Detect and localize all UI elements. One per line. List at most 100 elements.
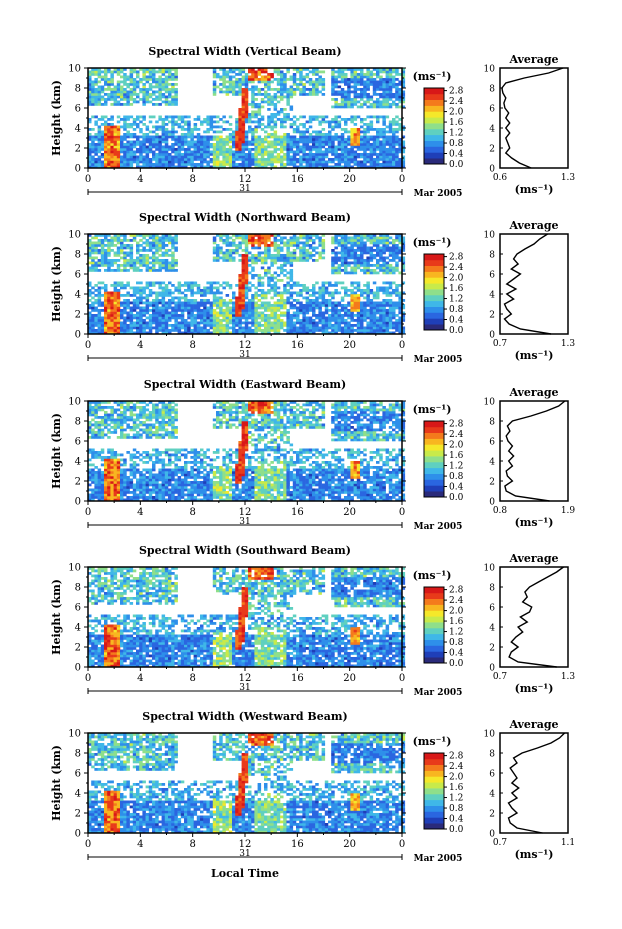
date-label: Mar 2005 xyxy=(414,854,463,864)
colorbar-swatch xyxy=(424,610,444,617)
x-tick-label: 4 xyxy=(137,507,143,518)
x-tick-label: 4 xyxy=(137,174,143,185)
colorbar-swatch xyxy=(424,146,444,153)
profile-frame xyxy=(499,732,569,834)
profile-y-tick-label: 4 xyxy=(489,125,495,135)
x-tick-label: 0 xyxy=(85,174,91,185)
colorbar-tick-label: 2.8 xyxy=(449,253,464,263)
colorbar-swatch xyxy=(424,633,444,640)
colorbar-unit: (ms⁻¹) xyxy=(413,569,452,582)
colorbar-swatch xyxy=(424,300,444,307)
profile-y-tick-label: 0 xyxy=(489,830,495,840)
colorbar-tick-label: 1.6 xyxy=(449,783,464,793)
x-tick-label: 4 xyxy=(137,673,143,684)
date-label: Mar 2005 xyxy=(414,688,463,698)
colorbar-swatch xyxy=(424,473,444,480)
colorbar-swatch xyxy=(424,764,444,771)
colorbar-swatch xyxy=(424,645,444,652)
colorbar-swatch xyxy=(424,265,444,272)
profile-x-tick-label: 1.1 xyxy=(561,838,575,848)
profile-x-tick-label: 0.7 xyxy=(493,339,508,349)
colorbar-frame xyxy=(423,87,445,165)
x-tick-label: 20 xyxy=(343,673,356,684)
x-tick-label: 12 xyxy=(239,839,252,850)
x-tick-label: 20 xyxy=(343,839,356,850)
profile-x-label: (ms⁻¹) xyxy=(515,682,554,695)
colorbar-swatch xyxy=(424,823,444,830)
y-tick-label: 8 xyxy=(75,583,81,594)
heatmap-cells xyxy=(88,401,406,502)
y-tick-label: 10 xyxy=(68,230,81,241)
colorbar-tick-label: 2.8 xyxy=(449,420,464,430)
panel-title: Spectral Width (Northward Beam) xyxy=(139,211,351,224)
colorbar-tick-label: 2.4 xyxy=(449,97,464,107)
profile-y-tick-label: 0 xyxy=(489,331,495,341)
colorbar-swatch xyxy=(424,805,444,812)
colorbar-tick-label: 0.4 xyxy=(449,483,464,493)
y-tick-label: 0 xyxy=(75,330,81,341)
colorbar-tick-label: 1.2 xyxy=(449,295,463,305)
colorbar-swatch xyxy=(424,657,444,664)
y-tick-label: 6 xyxy=(75,104,81,115)
colorbar-tick-label: 2.8 xyxy=(449,586,464,596)
colorbar-swatch xyxy=(424,467,444,474)
x-tick-label: 8 xyxy=(189,673,195,684)
y-tick-label: 10 xyxy=(68,729,81,740)
profile-y-tick-label: 8 xyxy=(489,750,495,760)
colorbar-tick-label: 2.4 xyxy=(449,263,464,273)
heatmap-cells xyxy=(88,68,406,169)
colorbar-swatch xyxy=(424,788,444,795)
colorbar-tick-label: 2.0 xyxy=(449,274,464,284)
colorbar-swatch xyxy=(424,99,444,106)
x-tick-label: 20 xyxy=(343,174,356,185)
profile-frame xyxy=(499,400,569,502)
colorbar-swatch xyxy=(424,450,444,457)
colorbar-swatch xyxy=(424,421,444,428)
colorbar-tick-label: 1.6 xyxy=(449,118,464,128)
x-tick-label: 0 xyxy=(85,507,91,518)
profile-y-tick-label: 10 xyxy=(484,564,496,574)
x-tick-label: 0 xyxy=(85,673,91,684)
x-tick-label: 16 xyxy=(291,673,304,684)
profile-line xyxy=(501,67,564,169)
profile-y-tick-label: 6 xyxy=(489,105,495,115)
y-tick-label: 2 xyxy=(75,809,81,820)
colorbar-tick-label: 0.4 xyxy=(449,316,464,326)
profile-y-tick-label: 10 xyxy=(484,231,496,241)
colorbar-tick-label: 0.4 xyxy=(449,649,464,659)
colorbar-unit: (ms⁻¹) xyxy=(413,403,452,416)
colorbar-swatch xyxy=(424,651,444,658)
colorbar-swatch xyxy=(424,456,444,463)
y-tick-label: 6 xyxy=(75,270,81,281)
colorbar-tick-label: 0.8 xyxy=(449,472,464,482)
x-tick-label: 8 xyxy=(189,174,195,185)
colorbar-swatch xyxy=(424,485,444,492)
profile-line xyxy=(507,732,566,834)
colorbar-swatch xyxy=(424,627,444,635)
colorbar-swatch xyxy=(424,152,444,159)
colorbar-swatch xyxy=(424,105,444,112)
colorbar-swatch xyxy=(424,312,444,319)
x-tick-label: 12 xyxy=(239,340,252,351)
y-tick-label: 4 xyxy=(75,457,81,468)
colorbar-swatch xyxy=(424,134,444,141)
y-tick-label: 8 xyxy=(75,84,81,95)
colorbar-tick-label: 0.0 xyxy=(449,659,464,669)
x-tick-label: 16 xyxy=(291,507,304,518)
panel-title: Spectral Width (Eastward Beam) xyxy=(144,378,346,391)
y-tick-label: 2 xyxy=(75,643,81,654)
profile-frame xyxy=(499,67,569,169)
profile-frame xyxy=(499,566,569,668)
profile-y-tick-label: 8 xyxy=(489,85,495,95)
colorbar-swatch xyxy=(424,140,444,147)
y-tick-label: 4 xyxy=(75,623,81,634)
y-tick-label: 0 xyxy=(75,164,81,175)
colorbar-tick-label: 2.0 xyxy=(449,773,464,783)
profile-y-tick-label: 6 xyxy=(489,271,495,281)
colorbar-swatch xyxy=(424,283,444,290)
profile-y-tick-label: 6 xyxy=(489,770,495,780)
profile-line xyxy=(504,400,566,502)
profile-y-tick-label: 4 xyxy=(489,458,495,468)
profile-line xyxy=(508,566,564,668)
